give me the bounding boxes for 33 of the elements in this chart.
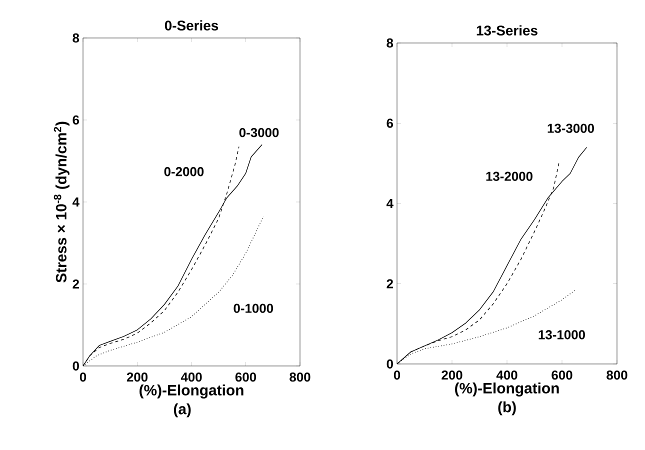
y-tick-label: 0 [72,361,79,371]
y-tick-label: 8 [72,33,80,43]
y-tick-label: 2 [386,279,393,288]
text: (b) [498,401,516,416]
series-label: 0-1000 [234,304,274,313]
x-tick-label: 200 [442,370,462,380]
y-axis-title: Stress × 10$^{-8}$ (dyn/cm$^{2}$) [54,122,70,282]
y-tick-label: 6 [386,118,394,128]
series-label: 13-1000 [538,330,585,340]
x-tick-label: 400 [180,372,202,382]
y-tick-label: 2 [72,279,79,289]
x-tick-label: 800 [290,372,310,382]
series-label: 13-2000 [486,172,532,181]
y-tick-label: 8 [386,38,394,48]
x-tick-label: 600 [552,370,572,380]
chart-title: 0-Series [164,20,218,30]
x-tick-label: 200 [126,372,148,382]
x-tick-label: 0 [80,372,86,382]
x-axis-title: (%)-Elongation [455,382,559,397]
series-label: 0-3000 [239,128,279,138]
y-tick-label: 0 [386,359,393,369]
y-tick-label: 6 [72,115,80,125]
series-label: 13-3000 [548,124,594,133]
x-tick-label: 0 [394,370,400,380]
x-tick-label: 400 [496,370,518,380]
chart-title: 13-Series [476,25,538,36]
x-tick-label: 600 [235,372,256,382]
text: 0-2000 [164,167,204,176]
text: (a) [174,403,191,418]
y-tick-label: 4 [72,198,80,206]
x-tick-label: 800 [606,370,628,380]
x-axis-title: (%)-Elongation [140,384,244,399]
y-tick-label: 4 [386,199,394,208]
